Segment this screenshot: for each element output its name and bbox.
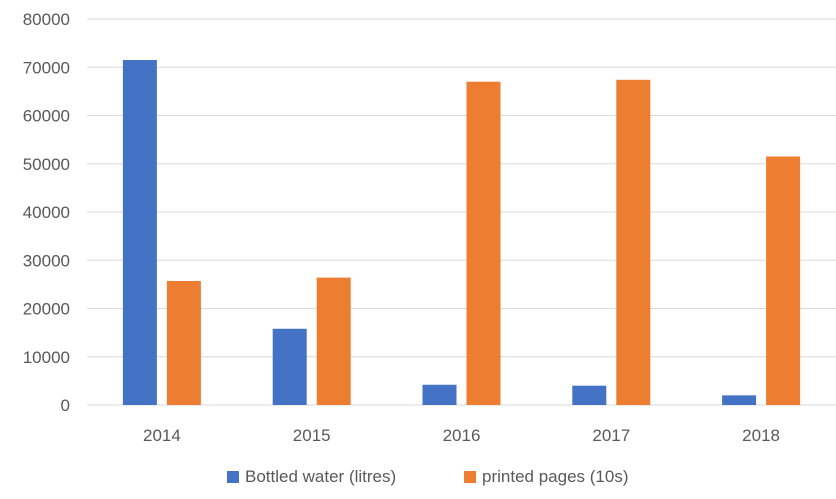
bar-bottled-water-2016 [422, 384, 457, 405]
legend-printed-pages-label: printed pages (10s) [482, 467, 628, 486]
legend-bottled-water-label: Bottled water (litres) [245, 467, 396, 486]
bar-printed-pages-2014 [166, 280, 201, 405]
x-category-label: 2016 [443, 426, 481, 445]
gridlines [87, 18, 836, 406]
y-tick-label: 60000 [23, 107, 70, 126]
y-tick-label: 80000 [23, 10, 70, 29]
y-tick-label: 30000 [23, 251, 70, 270]
x-axis-category-labels: 2014 2015 2016 2017 2018 [143, 426, 780, 445]
bar-printed-pages-2018 [766, 156, 801, 405]
bar-bottled-water-2015 [272, 328, 307, 405]
bar-printed-pages-2015 [316, 277, 351, 405]
bar-printed-pages-2017 [616, 79, 651, 406]
y-tick-label: 70000 [23, 58, 70, 77]
bars [122, 60, 801, 406]
y-axis-tick-labels: 0 10000 20000 30000 40000 50000 60000 70000 8000… [23, 10, 70, 415]
legend-bottled-water-swatch [227, 471, 239, 483]
y-tick-label: 40000 [23, 203, 70, 222]
y-tick-label: 0 [61, 396, 70, 415]
y-tick-label: 20000 [23, 300, 70, 319]
x-category-label: 2018 [742, 426, 780, 445]
legend-printed-pages-swatch [464, 471, 476, 483]
bar-bottled-water-2017 [572, 385, 607, 405]
x-category-label: 2015 [293, 426, 331, 445]
y-tick-label: 50000 [23, 155, 70, 174]
legend: Bottled water (litres) printed pages (10s… [227, 467, 628, 486]
bar-bottled-water-2014 [122, 60, 157, 405]
bar-printed-pages-2016 [466, 81, 501, 405]
x-category-label: 2014 [143, 426, 181, 445]
bar-bottled-water-2018 [722, 395, 757, 405]
x-category-label: 2017 [592, 426, 630, 445]
y-tick-label: 10000 [23, 348, 70, 367]
